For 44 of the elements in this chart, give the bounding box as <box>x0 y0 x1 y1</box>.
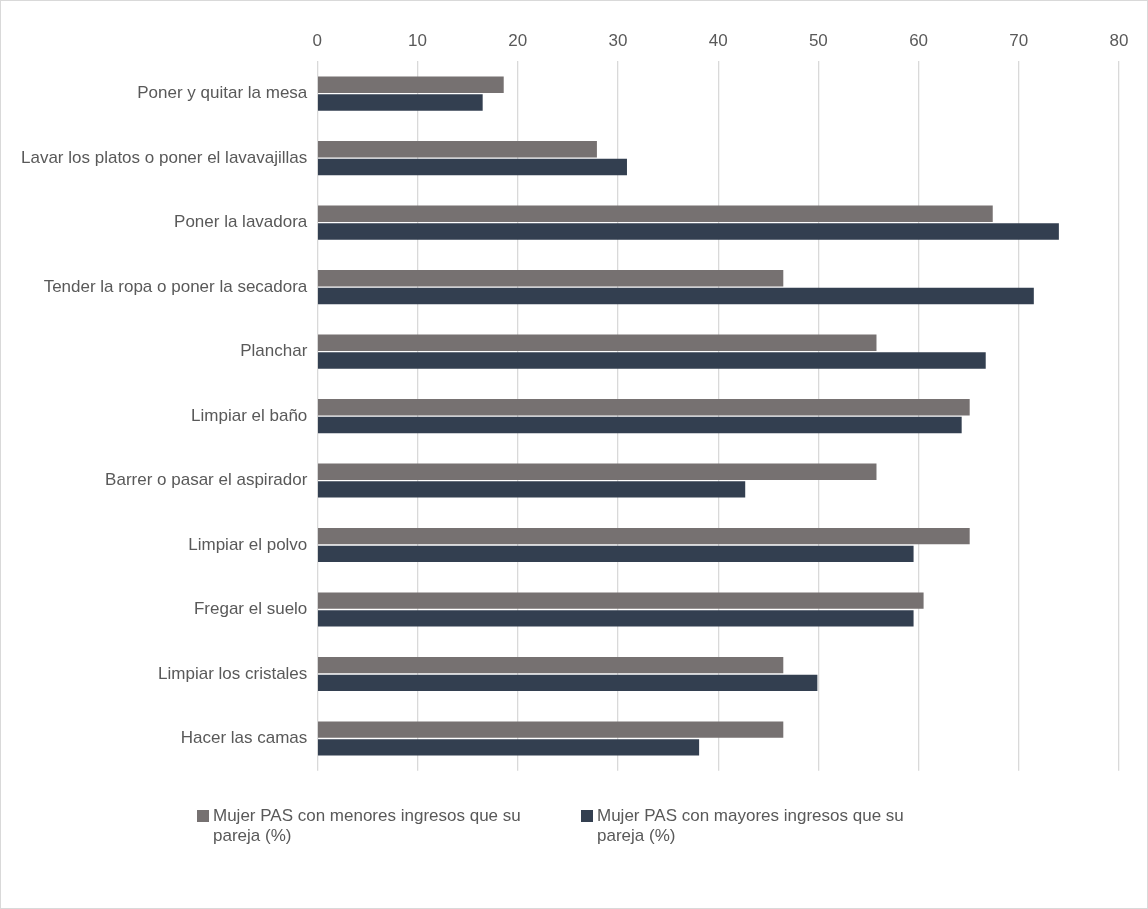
x-tick-label: 10 <box>408 30 427 50</box>
bar <box>317 739 700 756</box>
bar <box>317 270 784 287</box>
bar <box>317 158 627 176</box>
legend-label: Mujer PAS con mayores ingresos que su pareja (%) <box>597 806 905 846</box>
y-tick-label: Limpiar el baño <box>191 405 308 425</box>
y-tick-label: Hacer las camas <box>180 728 308 748</box>
bar <box>317 545 914 563</box>
bar <box>317 481 746 498</box>
y-tick-label: Planchar <box>240 341 308 361</box>
bar <box>317 657 784 674</box>
bar <box>317 223 1059 240</box>
y-tick-label: Limpiar el polvo <box>188 534 308 554</box>
y-tick-label: Barrer o pasar el aspirador <box>105 470 308 490</box>
x-tick-label: 30 <box>608 30 628 50</box>
x-tick-label: 70 <box>1009 30 1029 50</box>
bar <box>317 463 877 480</box>
bar <box>317 610 914 627</box>
bar <box>317 94 483 111</box>
y-tick-label: Limpiar los cristales <box>158 663 308 683</box>
y-tick-label: Tender la ropa o poner la secadora <box>43 276 308 296</box>
bar <box>317 592 924 609</box>
x-tick-label: 50 <box>808 30 828 50</box>
bar <box>317 141 597 158</box>
bar <box>317 76 504 93</box>
bar <box>317 399 970 416</box>
x-tick-label: 0 <box>312 30 323 50</box>
x-tick-label: 60 <box>909 30 929 50</box>
x-tick-label: 80 <box>1109 30 1129 50</box>
y-tick-label: Fregar el suelo <box>193 599 308 619</box>
bar <box>317 352 986 369</box>
bar <box>317 287 1034 305</box>
x-tick-label: 40 <box>708 30 728 50</box>
y-tick-label: Poner y quitar la mesa <box>137 83 308 103</box>
bar <box>317 416 962 434</box>
bar <box>317 721 784 738</box>
legend-label: Mujer PAS con menores ingresos que su pareja (%) <box>213 806 522 846</box>
bar <box>317 528 970 545</box>
x-tick-label: 20 <box>508 30 528 50</box>
bar <box>317 674 818 692</box>
y-tick-label: Lavar los platos o poner el lavavajillas <box>21 147 308 167</box>
bar <box>317 205 993 222</box>
y-tick-label: Poner la lavadora <box>174 212 308 232</box>
bar <box>317 334 877 351</box>
